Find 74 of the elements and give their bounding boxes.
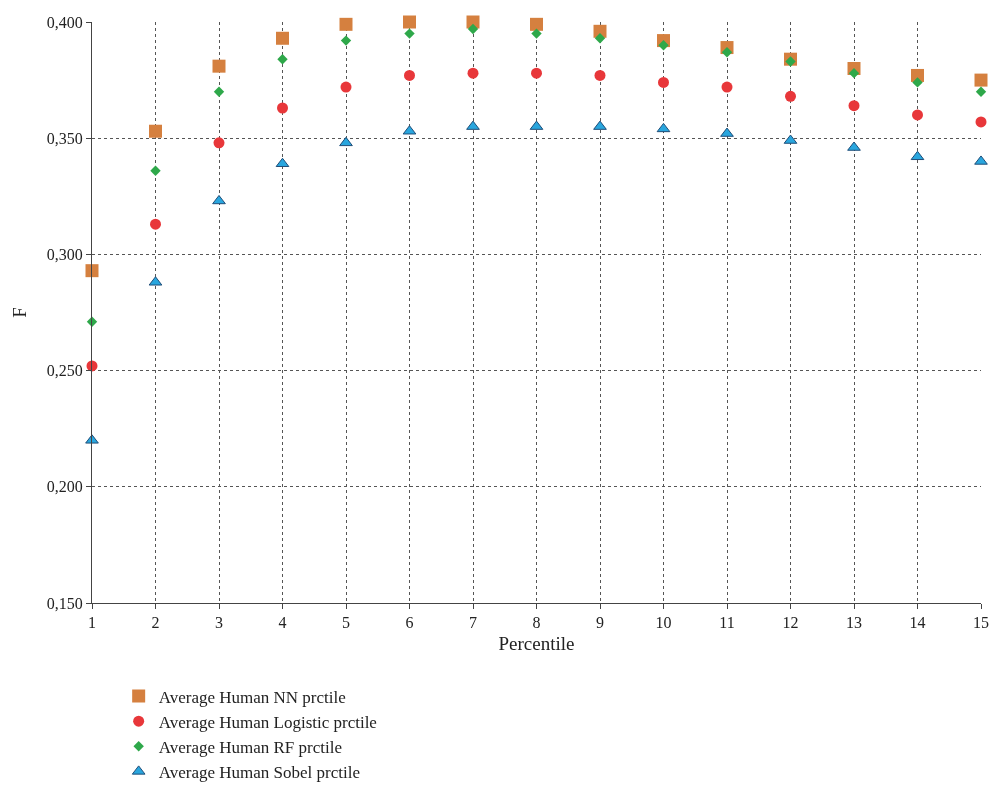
point	[594, 33, 606, 44]
point	[340, 35, 352, 46]
point	[150, 165, 161, 176]
point	[212, 194, 226, 205]
x-tick-label: 4	[278, 614, 287, 632]
x-tick-label: 9	[596, 614, 604, 632]
point	[720, 127, 734, 137]
point	[530, 17, 543, 31]
point	[785, 56, 796, 67]
x-tick-label: 7	[469, 614, 477, 632]
point	[403, 15, 416, 29]
point	[721, 47, 733, 58]
point	[910, 150, 925, 161]
point	[277, 102, 288, 114]
x-tick-label: 5	[342, 614, 350, 632]
point	[848, 100, 860, 112]
point	[340, 81, 352, 93]
x-tick-label: 8	[532, 614, 541, 632]
point	[276, 31, 289, 45]
point	[404, 69, 415, 81]
point	[594, 69, 606, 81]
point	[785, 90, 796, 102]
legend-label: Average Human Sobel prctile	[158, 763, 360, 783]
point	[85, 434, 99, 444]
point	[339, 136, 353, 147]
point	[531, 28, 542, 39]
x-tick-label: 12	[782, 614, 799, 632]
y-tick-label: 0,400	[46, 13, 83, 31]
y-tick-label: 0,150	[46, 594, 83, 612]
point	[975, 86, 987, 97]
point	[404, 28, 415, 39]
point	[212, 59, 226, 73]
point	[213, 86, 225, 97]
x-tick-label: 1	[88, 614, 96, 632]
legend-label: Average Human RF prctile	[158, 737, 342, 757]
point	[275, 157, 290, 168]
x-tick-label: 11	[719, 614, 735, 632]
point	[593, 120, 607, 130]
point	[721, 81, 733, 93]
legend-label: Average Human Logistic prctile	[158, 712, 377, 732]
y-tick-label: 0,350	[46, 129, 83, 147]
point	[339, 17, 353, 31]
point	[467, 67, 479, 79]
point	[912, 109, 923, 121]
x-tick-label: 13	[846, 614, 862, 632]
point	[85, 264, 99, 278]
x-axis-title: Percentile	[498, 633, 575, 654]
y-axis-title: F	[8, 307, 30, 318]
point	[149, 124, 162, 138]
point	[658, 40, 669, 51]
x-tick-label: 10	[655, 614, 672, 632]
legend-label: Average Human NN prctile	[158, 687, 346, 707]
x-tick-label: 2	[151, 614, 160, 632]
point	[467, 23, 479, 35]
x-tick-label: 15	[973, 614, 989, 632]
point	[847, 141, 861, 151]
point	[658, 76, 669, 88]
point	[974, 155, 988, 165]
point	[974, 73, 988, 87]
point	[848, 67, 860, 79]
y-tick-label: 0,250	[46, 362, 83, 380]
point	[466, 120, 480, 130]
point	[912, 77, 923, 88]
point	[150, 218, 161, 230]
y-tick-label: 0,300	[46, 246, 83, 263]
point	[531, 67, 542, 79]
x-tick-label: 6	[405, 614, 414, 632]
x-tick-label: 14	[909, 614, 926, 632]
x-tick-label: 3	[215, 614, 223, 632]
point	[656, 122, 671, 133]
y-tick-label: 0,200	[46, 478, 83, 496]
point	[213, 137, 225, 149]
point	[277, 53, 288, 65]
point	[975, 116, 987, 128]
